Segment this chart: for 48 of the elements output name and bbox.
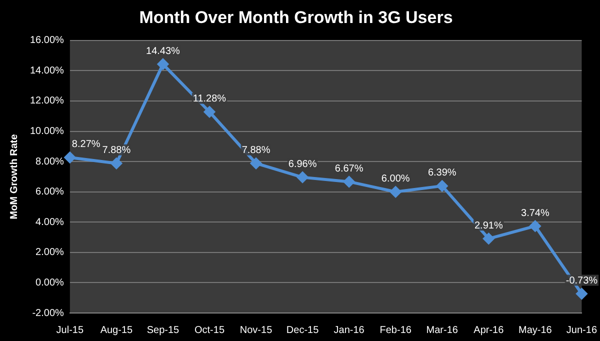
chart-title: Month Over Month Growth in 3G Users bbox=[139, 8, 453, 27]
data-label: 14.43% bbox=[146, 46, 180, 57]
point bbox=[576, 288, 588, 300]
point bbox=[297, 172, 308, 183]
x-tick-label: Apr-16 bbox=[474, 324, 504, 336]
y-tick-label: 16.00% bbox=[30, 35, 64, 46]
x-tick-label: May-16 bbox=[518, 324, 552, 336]
x-tick-label: Jan-16 bbox=[334, 324, 365, 336]
point bbox=[110, 158, 122, 169]
x-tick-label: Jul-15 bbox=[56, 324, 84, 336]
x-tick-label: Nov-15 bbox=[240, 324, 273, 336]
data-label: 7.88% bbox=[242, 145, 270, 156]
point bbox=[436, 180, 448, 192]
data-label: 3.74% bbox=[521, 208, 550, 219]
y-tick-label: 8.00% bbox=[36, 156, 64, 168]
data-label: 6.39% bbox=[428, 168, 456, 179]
y-axis-title: MoM Growth Rate bbox=[8, 134, 20, 220]
point bbox=[390, 186, 402, 198]
x-tick-label: Dec-15 bbox=[286, 324, 320, 336]
data-label: 2.91% bbox=[474, 220, 503, 232]
data-label: 8.27% bbox=[72, 139, 100, 150]
y-tick-label: 0.00% bbox=[36, 277, 64, 288]
x-tick-label: Oct-15 bbox=[194, 324, 225, 336]
x-tick-label: Sep-15 bbox=[146, 324, 180, 336]
data-label: 7.88% bbox=[102, 145, 131, 156]
point bbox=[250, 158, 262, 169]
point bbox=[530, 220, 541, 232]
x-tick-label: Aug-15 bbox=[100, 324, 133, 336]
y-tick-label: -2.00% bbox=[32, 308, 64, 319]
x-tick-label: Feb-16 bbox=[380, 324, 412, 336]
point bbox=[157, 58, 168, 70]
data-label: 6.96% bbox=[288, 159, 317, 170]
data-label: 6.00% bbox=[381, 174, 410, 185]
point bbox=[64, 152, 76, 163]
data-label: -0.73% bbox=[566, 276, 598, 287]
data-label: 6.67% bbox=[334, 163, 364, 174]
y-tick-label: 6.00% bbox=[36, 186, 64, 198]
y-tick-label: 2.00% bbox=[36, 247, 64, 258]
point bbox=[204, 106, 215, 118]
x-tick-label: Jun-16 bbox=[566, 324, 598, 336]
point bbox=[344, 176, 355, 188]
y-tick-label: 14.00% bbox=[30, 65, 64, 76]
x-tick-label: Mar-16 bbox=[426, 324, 458, 336]
y-tick-label: 4.00% bbox=[36, 216, 64, 228]
y-tick-label: 10.00% bbox=[30, 126, 64, 138]
data-label: 11.28% bbox=[192, 94, 226, 105]
point bbox=[483, 233, 494, 244]
y-tick-label: 12.00% bbox=[30, 96, 64, 107]
